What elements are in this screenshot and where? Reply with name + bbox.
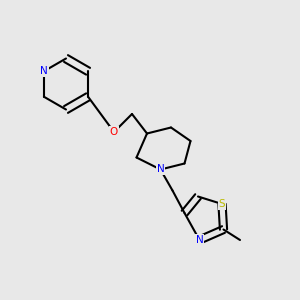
Text: N: N <box>157 164 164 175</box>
Text: N: N <box>196 235 203 245</box>
Text: N: N <box>40 66 48 76</box>
Text: S: S <box>219 199 225 209</box>
Text: O: O <box>110 127 118 137</box>
